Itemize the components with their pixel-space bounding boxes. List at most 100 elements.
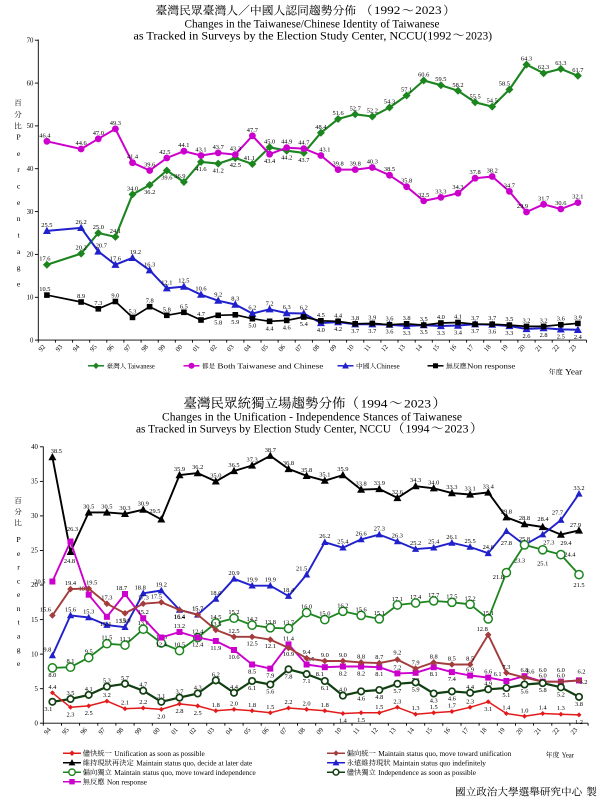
svg-text:2.5: 2.5 [85,710,93,717]
svg-text:33.3: 33.3 [446,484,457,491]
svg-text:54.3: 54.3 [384,99,395,106]
svg-text:52.2: 52.2 [367,108,378,115]
svg-text:t: t [18,618,21,627]
svg-text:10.5: 10.5 [39,286,50,293]
svg-text:34.7: 34.7 [504,182,516,189]
svg-text:12: 12 [380,344,390,354]
svg-text:16.0: 16.0 [301,604,312,611]
svg-text:3.8: 3.8 [575,701,583,708]
svg-text:27.7: 27.7 [552,510,564,517]
svg-text:35: 35 [31,479,38,486]
svg-text:25.1: 25.1 [537,560,548,567]
svg-text:4.3: 4.3 [194,685,202,692]
svg-text:3.7: 3.7 [351,328,360,335]
svg-text:2.8: 2.8 [176,708,184,715]
svg-text:32.1: 32.1 [572,194,583,201]
svg-text:09: 09 [329,343,339,353]
svg-text:3.2: 3.2 [523,317,531,324]
svg-text:3.5: 3.5 [420,329,428,336]
svg-text:8.5: 8.5 [466,656,474,663]
svg-text:7.3: 7.3 [94,300,102,307]
svg-text:4.3: 4.3 [430,698,438,705]
svg-text:17.5: 17.5 [151,593,162,600]
svg-text:39.6: 39.6 [144,162,155,169]
svg-text:10: 10 [27,295,34,302]
svg-text:g: g [17,263,21,272]
svg-text:1.5: 1.5 [430,704,438,711]
svg-text:7.8: 7.8 [146,298,154,305]
svg-text:12.4: 12.4 [192,629,204,636]
svg-text:4.2: 4.2 [334,326,342,333]
svg-text:7.9: 7.9 [266,673,274,680]
svg-text:31.7: 31.7 [538,195,550,202]
svg-text:02: 02 [209,344,219,354]
svg-text:13.6: 13.6 [138,620,149,627]
svg-text:Non response: Non response [107,777,147,786]
svg-text:99: 99 [134,726,144,736]
svg-text:Changes in the Taiwanese/Chine: Changes in the Taiwanese/Chinese Identit… [185,18,440,30]
svg-text:10.6: 10.6 [228,654,239,661]
svg-text:14: 14 [414,343,424,353]
svg-text:1.7: 1.7 [448,703,457,710]
svg-text:61.7: 61.7 [572,67,584,74]
svg-text:6.5: 6.5 [180,303,188,310]
svg-text:1.4: 1.4 [502,705,511,712]
svg-text:38.5: 38.5 [51,448,62,455]
svg-text:20: 20 [517,343,527,353]
svg-text:36.5: 36.5 [228,462,239,469]
svg-text:6.9: 6.9 [466,667,474,674]
svg-text:12.5: 12.5 [228,628,239,635]
svg-text:35.1: 35.1 [319,472,330,479]
svg-text:11.5: 11.5 [101,635,112,642]
svg-text:34.3: 34.3 [410,477,421,484]
svg-text:58.5: 58.5 [499,81,510,88]
svg-text:35.8: 35.8 [301,467,312,474]
svg-text:9.0: 9.0 [339,652,347,659]
svg-text:33.4: 33.4 [483,483,495,490]
svg-text:26.3: 26.3 [392,533,403,540]
svg-text:25.4: 25.4 [428,539,440,546]
svg-text:05: 05 [243,726,253,736]
svg-text:2.6: 2.6 [523,333,531,340]
svg-text:02: 02 [188,727,198,737]
svg-text:21.5: 21.5 [296,566,307,573]
svg-text:43.7: 43.7 [298,157,310,164]
svg-text:3.1: 3.1 [484,706,492,713]
svg-text:3.8: 3.8 [403,315,411,322]
svg-text:11: 11 [352,727,362,736]
svg-text:e: e [17,549,21,558]
svg-text:36.9: 36.9 [174,173,185,180]
svg-text:25.8: 25.8 [519,536,530,543]
svg-text:7.2: 7.2 [393,664,401,671]
svg-text:17.3: 17.3 [101,595,112,602]
svg-text:13.7: 13.7 [283,620,295,627]
svg-text:07: 07 [294,343,304,353]
svg-text:14.2: 14.2 [247,616,258,623]
svg-text:15.7: 15.7 [192,606,204,613]
svg-text:6.6: 6.6 [484,669,492,676]
svg-text:38.7: 38.7 [265,447,277,454]
svg-text:15.6: 15.6 [40,606,51,613]
svg-text:20.7: 20.7 [96,242,108,249]
svg-text:98: 98 [116,726,126,736]
svg-text:44.2: 44.2 [281,155,292,162]
svg-text:c: c [17,576,21,585]
svg-text:17: 17 [466,343,476,353]
svg-text:27.3: 27.3 [374,526,385,533]
svg-text:3.4: 3.4 [454,330,463,337]
svg-text:27.9: 27.9 [570,522,581,529]
svg-text:36.2: 36.2 [144,189,155,196]
svg-text:01: 01 [192,344,202,354]
svg-text:3.7: 3.7 [471,315,480,322]
svg-text:48.4: 48.4 [315,124,327,131]
svg-text:44.9: 44.9 [281,139,292,146]
svg-text:04: 04 [243,343,253,353]
svg-text:13.2: 13.2 [174,623,185,630]
svg-text:15.7: 15.7 [192,606,204,613]
svg-text:11.4: 11.4 [283,635,295,642]
svg-text:94: 94 [43,726,53,736]
svg-text:19.5: 19.5 [86,580,97,587]
svg-text:19.2: 19.2 [130,249,141,256]
svg-text:9.8: 9.8 [43,647,51,654]
svg-text:a: a [17,631,21,640]
